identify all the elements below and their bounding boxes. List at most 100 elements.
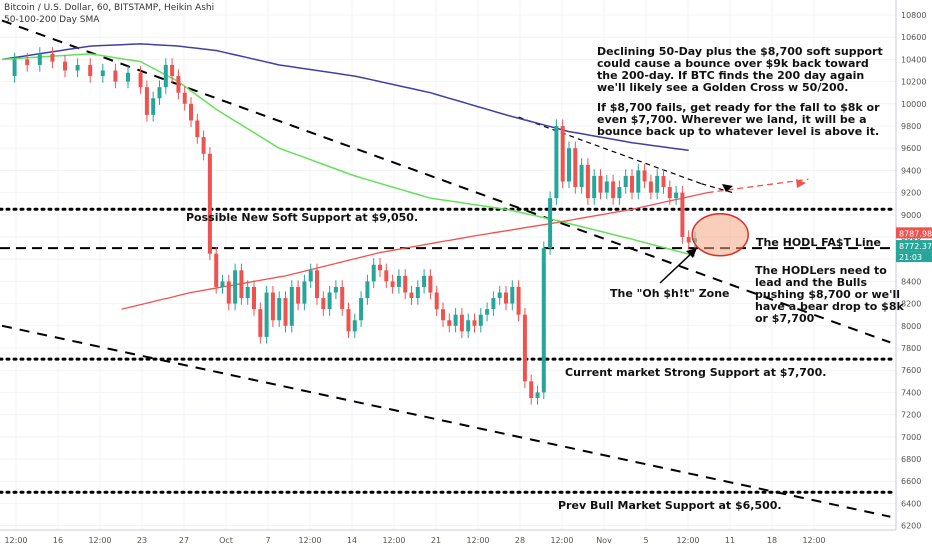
y-tick-label: 10200 [901, 78, 926, 87]
sma-100-line [1, 53, 696, 257]
oh-zone-ellipse [691, 213, 749, 257]
x-tick-label: 7 [265, 536, 270, 545]
candle-body [252, 286, 256, 310]
y-tick-label: 10000 [901, 100, 926, 109]
y-tick-label: 7600 [901, 366, 921, 375]
chart-title: Bitcoin / U.S. Dollar, 60, BITSTAMP, Hei… [4, 3, 215, 13]
candle-body [283, 298, 288, 326]
y-tick-label: 9000 [901, 211, 921, 220]
x-tick-label: Nov [596, 536, 612, 545]
candle-body [585, 164, 590, 199]
x-tick-label: 12:00 [466, 536, 489, 545]
candle-body [126, 72, 130, 82]
candle-body [447, 320, 452, 326]
candle-body [151, 98, 156, 115]
x-tick-label: 11 [725, 536, 735, 545]
candle-body [396, 275, 401, 287]
candle-body [611, 181, 616, 199]
sma-200-projection [707, 178, 809, 194]
candle-body [592, 175, 597, 199]
candle-body [207, 153, 212, 254]
price-tag-label: 8772.37 [899, 242, 932, 251]
candle-body [302, 281, 307, 304]
candle-body [270, 292, 275, 321]
y-tick-label: 10400 [901, 55, 926, 64]
x-tick-label: 12:00 [4, 536, 27, 545]
x-tick-label: 12:00 [550, 536, 573, 545]
candle-body [667, 187, 672, 199]
x-tick-label: 12:00 [676, 536, 699, 545]
y-tick-label: 7200 [901, 411, 921, 420]
hodl-line-label: The HODL FA$T Line [756, 236, 881, 249]
candle-body [233, 270, 238, 304]
candle-body [315, 270, 319, 299]
oh-zone-label: The "Oh $h!t" Zone [610, 287, 730, 300]
candle-body [239, 270, 244, 299]
hodlers-note: The HODLers need to lead and the Bulls p… [755, 265, 904, 325]
analysis-line: bounce back up to whatever level is abov… [597, 125, 880, 138]
trendline [518, 116, 702, 185]
candle-body [604, 181, 609, 193]
candle-body [346, 309, 351, 332]
candle-body [504, 292, 508, 304]
x-tick-label: 27 [179, 536, 189, 545]
candle-body [100, 70, 105, 77]
price-tag-label: 8787.98 [899, 229, 932, 238]
y-tick-label: 9800 [901, 122, 921, 131]
candle-body [630, 175, 634, 193]
candle-body [409, 292, 414, 299]
sma-50-line [1, 43, 689, 152]
x-tick-label: 18 [767, 536, 777, 545]
candle-body [226, 281, 231, 304]
y-tick-label: 8200 [901, 300, 921, 309]
candle-body [144, 87, 149, 115]
analysis-line: If $8,700 fails, get ready for the fall … [597, 101, 880, 114]
x-tick-label: 23 [137, 536, 147, 545]
candle-body [636, 170, 641, 193]
y-tick-label: 8400 [901, 277, 921, 286]
strong-support-label: Current market Strong Support at $7,700. [565, 366, 827, 379]
y-tick-label: 9400 [901, 166, 921, 175]
candle-body [522, 314, 527, 382]
arrow-head [686, 248, 697, 258]
x-tick-label: 14 [347, 536, 357, 545]
trend-arrow-head [722, 184, 733, 192]
arrow-line [659, 249, 696, 284]
candle-body [491, 298, 496, 310]
candle-body [340, 286, 345, 310]
x-tick-label: 16 [53, 536, 63, 545]
candle-body [384, 270, 389, 282]
candle-body [617, 187, 622, 199]
candle-body [333, 286, 338, 293]
price-tag [896, 240, 932, 252]
candle-body [441, 309, 445, 321]
candle-body [466, 320, 471, 332]
time-tag-label: 21:03 [899, 253, 922, 262]
x-tick-label: Oct [219, 536, 233, 545]
candle-body [50, 53, 55, 62]
candle-body [88, 64, 93, 77]
candle-body [245, 286, 250, 299]
y-tick-label: 6400 [901, 499, 921, 508]
hodlers-line: or $7,700 [755, 312, 815, 325]
candle-body [170, 64, 175, 77]
candle-body [686, 237, 691, 243]
candle-body [529, 381, 534, 398]
candle-body [510, 286, 515, 304]
candle-body [567, 148, 571, 182]
bull-support-label: Prev Bull Market Support at $6,500. [558, 499, 782, 512]
candle-body [371, 264, 376, 282]
candle-body [308, 270, 313, 282]
candle-body [25, 59, 30, 65]
candle-body [189, 103, 193, 121]
analysis-note: Declining 50-Day plus the $8,700 soft su… [597, 46, 883, 138]
candle-body [560, 126, 565, 182]
candle-body [485, 309, 490, 315]
candle-body [453, 314, 458, 326]
candle-body [63, 61, 67, 71]
candle-body [661, 175, 666, 188]
candle-body [12, 59, 17, 77]
candle-body [321, 298, 326, 310]
x-tick-label: 28 [515, 536, 525, 545]
